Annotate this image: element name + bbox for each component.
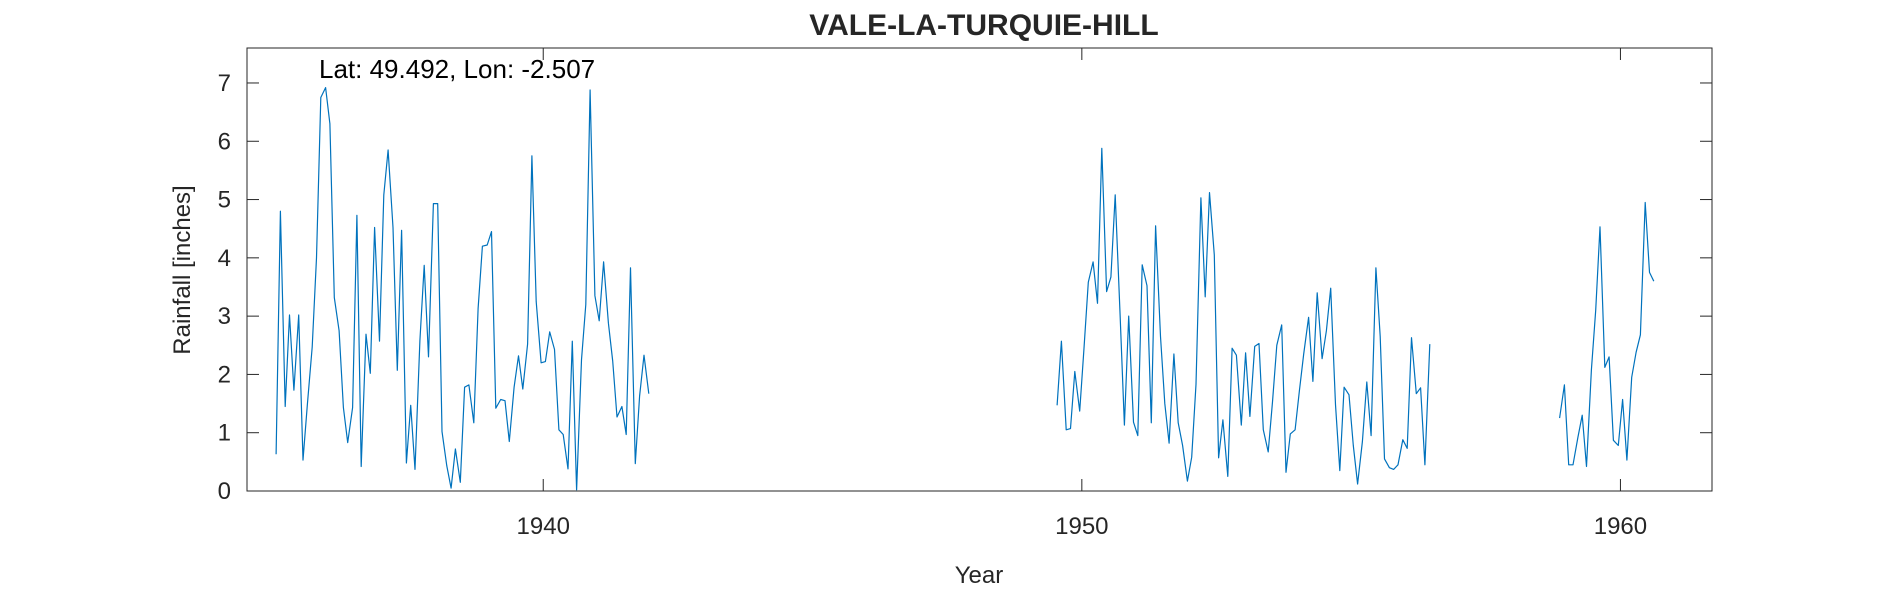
y-tick-label-1: 1 bbox=[218, 420, 231, 447]
y-axis-tick-labels: 0 1 2 3 4 5 6 7 bbox=[218, 70, 231, 505]
y-tick-label-2: 2 bbox=[218, 361, 231, 388]
x-tick-label-1950: 1950 bbox=[1055, 513, 1108, 540]
y-axis-label: Rainfall [inches] bbox=[169, 185, 196, 354]
rainfall-series bbox=[275, 86, 1655, 491]
series-line-segment-2 bbox=[1056, 147, 1431, 485]
axis-ticks bbox=[247, 48, 1712, 492]
y-tick-label-0: 0 bbox=[218, 478, 231, 505]
y-tick-label-3: 3 bbox=[218, 303, 231, 330]
location-annotation: Lat: 49.492, Lon: -2.507 bbox=[319, 54, 595, 84]
x-axis-tick-labels: 1940 1950 1960 bbox=[517, 513, 1648, 540]
x-tick-label-1960: 1960 bbox=[1594, 513, 1647, 540]
x-tick-label-1940: 1940 bbox=[517, 513, 570, 540]
series-line-segment-3 bbox=[1559, 201, 1655, 468]
y-tick-label-5: 5 bbox=[218, 187, 231, 214]
y-tick-label-7: 7 bbox=[218, 70, 231, 97]
plot-area-frame bbox=[246, 47, 1713, 492]
x-axis-label: Year bbox=[955, 562, 1004, 589]
y-tick-label-6: 6 bbox=[218, 128, 231, 155]
chart-title: VALE-LA-TURQUIE-HILL bbox=[809, 9, 1158, 42]
series-line-segment-1 bbox=[275, 86, 650, 491]
y-tick-label-4: 4 bbox=[218, 245, 231, 272]
